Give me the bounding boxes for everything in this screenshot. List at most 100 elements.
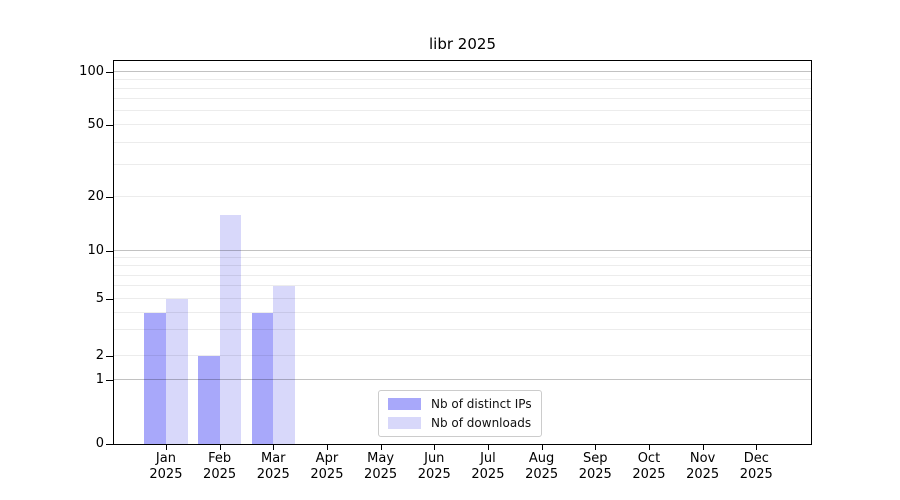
x-tick-mark-jul: [487, 445, 489, 450]
x-tick-month: Feb: [208, 451, 232, 466]
x-tick-mark-oct: [648, 445, 650, 450]
x-tick-mark-dec: [756, 445, 758, 450]
x-tick-month: Sep: [583, 451, 608, 466]
y-tick-label-100: 100: [79, 63, 104, 79]
x-tick-mark-jun: [434, 445, 436, 450]
y-tick-mark-2: [106, 355, 113, 357]
y-tick-mark-0: [106, 444, 113, 445]
gridline-30: [114, 164, 811, 166]
x-tick-mark-nov: [702, 445, 704, 450]
gridline-40: [114, 141, 811, 143]
x-tick-month: Apr: [315, 451, 339, 466]
legend-swatch-downloads: [388, 417, 421, 429]
x-tick-label-may: May 2025: [349, 451, 413, 483]
x-tick-month: Nov: [689, 451, 716, 466]
x-tick-year: 2025: [525, 467, 559, 482]
x-tick-month: Jan: [155, 451, 176, 466]
y-tick-mark-10: [106, 250, 113, 252]
y-tick-label-0: 0: [95, 436, 104, 451]
x-tick-month: Jun: [424, 451, 445, 466]
x-tick-label-jul: Jul 2025: [456, 451, 520, 483]
x-tick-label-mar: Mar 2025: [241, 451, 305, 483]
x-tick-mark-sep: [595, 445, 597, 450]
gridline-5: [114, 297, 811, 299]
x-tick-mark-feb: [219, 445, 221, 450]
gridline-10: [114, 249, 811, 251]
legend-swatch-distinct-ips: [388, 398, 421, 410]
x-tick-label-apr: Apr 2025: [295, 451, 359, 483]
x-tick-label-aug: Aug 2025: [510, 451, 574, 483]
gridline-60: [114, 110, 811, 112]
legend-item-distinct-ips: Nb of distinct IPs: [388, 397, 532, 411]
x-tick-year: 2025: [310, 467, 344, 482]
x-tick-label-feb: Feb 2025: [188, 451, 252, 483]
x-tick-mark-aug: [541, 445, 543, 450]
x-tick-year: 2025: [203, 467, 237, 482]
x-tick-year: 2025: [686, 467, 720, 482]
gridline-100: [114, 70, 811, 72]
bars-layer: [114, 61, 811, 444]
grid-layer: [114, 61, 811, 444]
y-tick-label-50: 50: [87, 117, 104, 133]
y-tick-mark-20: [106, 197, 113, 199]
legend-label-distinct-ips: Nb of distinct IPs: [431, 397, 532, 411]
x-tick-label-oct: Oct 2025: [617, 451, 681, 483]
gridline-7: [114, 274, 811, 276]
gridline-50: [114, 124, 811, 126]
gridline-8: [114, 265, 811, 267]
x-tick-month: Mar: [260, 451, 286, 466]
x-tick-year: 2025: [632, 467, 666, 482]
plot-area: [113, 60, 812, 445]
y-tick-label-5: 5: [95, 290, 104, 306]
y-tick-label-1: 1: [95, 372, 104, 388]
legend-item-downloads: Nb of downloads: [388, 416, 532, 430]
x-tick-label-nov: Nov 2025: [671, 451, 735, 483]
x-tick-year: 2025: [578, 467, 612, 482]
gridline-90: [114, 79, 811, 81]
x-tick-month: Oct: [637, 451, 661, 466]
y-tick-label-10: 10: [87, 242, 104, 258]
x-tick-year: 2025: [417, 467, 451, 482]
bar-distinct-ips-jan: [144, 312, 166, 444]
gridline-80: [114, 88, 811, 90]
x-tick-month: Dec: [743, 451, 769, 466]
x-tick-label-jun: Jun 2025: [402, 451, 466, 483]
x-tick-mark-mar: [273, 445, 275, 450]
x-tick-year: 2025: [149, 467, 183, 482]
bar-downloads-jan: [165, 298, 188, 444]
chart-title: libr 2025: [429, 35, 496, 53]
y-tick-mark-100: [106, 71, 113, 73]
gridline-3: [114, 329, 811, 331]
x-tick-label-sep: Sep 2025: [563, 451, 627, 483]
y-tick-mark-5: [106, 298, 113, 300]
gridline-70: [114, 98, 811, 100]
bar-distinct-ips-feb: [197, 355, 220, 444]
x-tick-label-jan: Jan 2025: [134, 451, 198, 483]
x-tick-month: May: [367, 451, 395, 466]
x-tick-month: Jul: [480, 451, 496, 466]
bar-downloads-feb: [219, 214, 242, 444]
bar-downloads-mar: [273, 286, 295, 444]
y-tick-label-2: 2: [95, 347, 104, 363]
gridline-6: [114, 285, 811, 287]
legend-label-downloads: Nb of downloads: [431, 416, 532, 430]
bar-distinct-ips-mar: [251, 312, 274, 444]
x-tick-month: Aug: [528, 451, 555, 466]
gridline-2: [114, 354, 811, 356]
gridline-1: [114, 379, 811, 381]
y-tick-mark-1: [106, 380, 113, 382]
x-tick-year: 2025: [471, 467, 505, 482]
x-tick-mark-apr: [326, 445, 328, 450]
x-tick-mark-jan: [165, 445, 167, 450]
gridline-9: [114, 257, 811, 259]
gridline-4: [114, 311, 811, 313]
x-tick-label-dec: Dec 2025: [724, 451, 788, 483]
y-tick-label-20: 20: [87, 189, 104, 205]
y-tick-mark-50: [106, 125, 113, 127]
x-tick-year: 2025: [364, 467, 398, 482]
x-tick-mark-may: [380, 445, 382, 450]
x-tick-year: 2025: [739, 467, 773, 482]
x-tick-year: 2025: [256, 467, 290, 482]
legend: Nb of distinct IPs Nb of downloads: [378, 390, 542, 437]
